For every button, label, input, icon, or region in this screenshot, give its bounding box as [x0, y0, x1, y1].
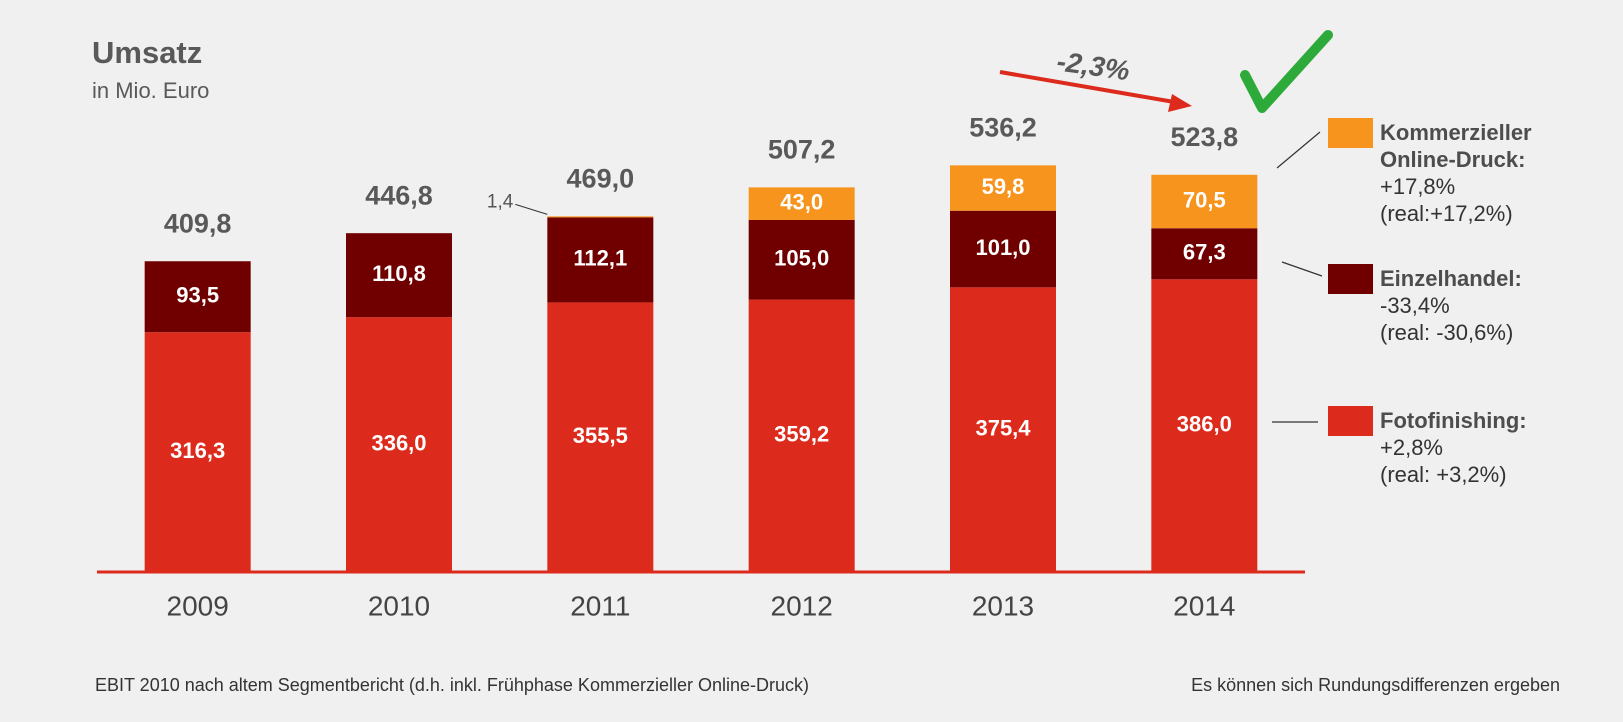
x-tick-label: 2010	[368, 590, 430, 621]
legend-real: (real:+17,2%)	[1380, 201, 1513, 226]
legend-entry: Einzelhandel: -33,4% (real: -30,6%)	[1380, 265, 1570, 346]
value-label: 101,0	[975, 235, 1030, 260]
total-label: 469,0	[567, 163, 635, 193]
legend-name: Fotofinishing:	[1380, 408, 1527, 433]
bar-segment	[346, 317, 452, 572]
x-tick-label: 2014	[1173, 590, 1235, 621]
x-tick-label: 2013	[972, 590, 1034, 621]
legend-name: Einzelhandel:	[1380, 266, 1522, 291]
legend-change: -33,4%	[1380, 293, 1450, 318]
annotation: -2,3%	[1055, 45, 1132, 86]
bar-segment	[547, 216, 654, 218]
value-label: 112,1	[573, 246, 627, 271]
value-label: 386,0	[1177, 411, 1232, 436]
value-label: 70,5	[1183, 187, 1226, 212]
bar-segment	[547, 217, 654, 303]
bar-segment	[144, 332, 251, 572]
arrow-head	[1168, 94, 1192, 112]
total-label: 523,8	[1171, 122, 1239, 152]
check-mark	[1240, 30, 1333, 113]
legend-change: +2,8%	[1380, 435, 1443, 460]
value-label: 316,3	[170, 438, 225, 463]
footnote: EBIT 2010 nach altem Segmentbericht (d.h…	[95, 675, 809, 695]
leader-line	[1276, 131, 1321, 169]
legend-name: Kommerzieller Online-Druck:	[1380, 120, 1532, 172]
total-label: 409,8	[164, 208, 232, 238]
footnote: Es können sich Rundungsdifferenzen ergeb…	[1191, 675, 1560, 695]
bar-segment	[1151, 279, 1258, 572]
legend-real: (real: -30,6%)	[1380, 320, 1514, 345]
legend-change: +17,8%	[1380, 174, 1456, 199]
value-label: 355,5	[573, 423, 628, 448]
total-label: 507,2	[768, 134, 836, 164]
value-label: 105,0	[774, 246, 829, 271]
bar-segment	[144, 261, 251, 333]
chart-title: Umsatz	[92, 35, 202, 70]
x-tick-label: 2009	[167, 590, 229, 621]
legend-entry: Fotofinishing: +2,8% (real: +3,2%)	[1380, 407, 1570, 488]
legend-swatch	[1328, 264, 1373, 294]
bar-segment	[950, 287, 1056, 572]
legend-swatch	[1328, 118, 1373, 148]
total-label: 446,8	[365, 180, 433, 210]
trend-arrow	[999, 70, 1181, 105]
value-label: 67,3	[1183, 240, 1226, 265]
x-tick-label: 2011	[570, 590, 630, 621]
bar-segment	[748, 219, 855, 300]
legend-swatch	[1328, 406, 1373, 436]
legend-real: (real: +3,2%)	[1380, 462, 1507, 487]
total-label: 536,2	[969, 113, 1037, 143]
value-label: 336,0	[371, 430, 426, 455]
bar-segment	[748, 187, 855, 220]
bar-segment	[748, 299, 855, 572]
value-label: 1,4	[487, 191, 514, 212]
value-label: 375,4	[975, 415, 1031, 440]
value-label: 43,0	[780, 189, 823, 214]
bar-segment	[950, 210, 1056, 288]
bar-segment	[1151, 228, 1258, 280]
bar-segment	[950, 165, 1056, 211]
bar-segment	[1151, 174, 1258, 229]
bar-segment	[346, 233, 452, 318]
value-label: 59,8	[982, 174, 1025, 199]
legend-entry: Kommerzieller Online-Druck: +17,8% (real:+…	[1380, 119, 1570, 227]
bar-segment	[547, 302, 654, 572]
chart-subtitle: in Mio. Euro	[92, 78, 209, 103]
value-label: 359,2	[774, 422, 829, 447]
label-leader	[515, 203, 548, 215]
x-tick-label: 2012	[771, 590, 833, 621]
value-label: 93,5	[176, 282, 219, 307]
value-label: 110,8	[372, 261, 426, 286]
leader-line	[1281, 261, 1323, 277]
